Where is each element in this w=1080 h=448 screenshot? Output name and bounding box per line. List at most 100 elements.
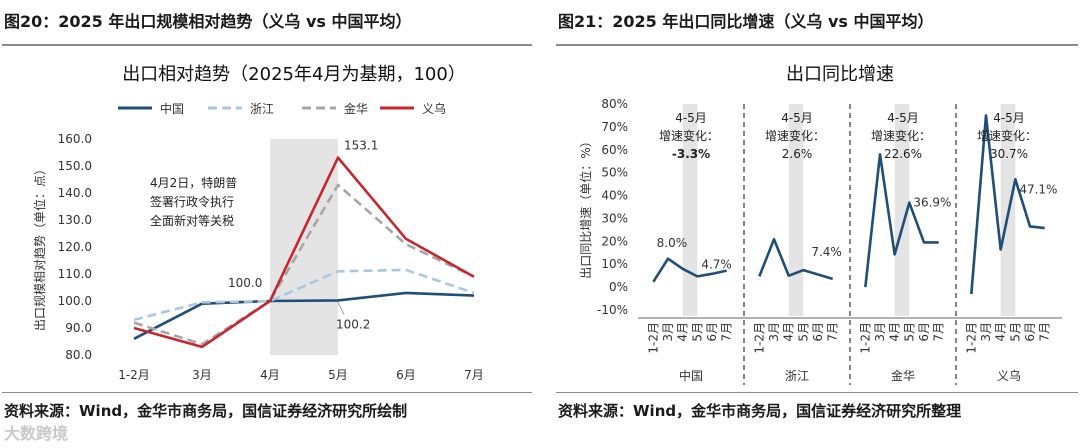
y-tick-label: 140.0 [58,186,92,200]
x-tick-label: 7月 [720,322,734,342]
x-tick-label: 4月 [782,322,796,342]
x-tick-label: 3月 [192,368,212,382]
y-tick-label: 0% [609,280,628,294]
x-tick-label: 5月 [796,322,810,342]
change-sub: 增速变化： [977,128,1037,143]
y-tick-label: 110.0 [58,267,92,281]
legend-label: 浙江 [250,102,274,116]
y-tick-label: 100.0 [58,294,92,308]
y-tick-label: 80% [601,97,628,111]
y-tick-label: 90.0 [65,321,92,335]
left-source-text: 资料来源：Wind，金华市商务局，国信证券经济研究所绘制 [4,402,408,420]
x-tick-label: 3月 [767,322,781,342]
annotation-line: 4月2日，特朗普 [150,175,237,190]
legend-label: 义乌 [422,101,446,116]
x-tick-label: 7月 [826,322,840,342]
highlight-band [270,139,338,355]
x-tick-label: 6月 [811,322,825,342]
highlight-band [894,104,910,316]
right-figure-title: 图21：2025 年出口同比增速（义乌 vs 中国平均） [558,12,934,31]
y-tick-label: 130.0 [58,213,92,227]
change-value: 2.6% [782,147,813,161]
x-tick-label: 3月 [979,322,993,342]
right-source-rule [556,392,1078,393]
x-tick-label: 1-2月 [118,368,150,382]
series-line-浙江 [758,237,834,281]
x-tick-label: 6月 [917,322,931,342]
data-label: 100.0 [228,276,262,290]
series-line-金华 [133,183,475,346]
y-tick-label: 80.0 [65,348,92,362]
change-sub: 增速变化： [871,128,931,143]
change-sub: 增速变化： [659,128,719,143]
series-line-金华 [864,153,939,288]
x-tick-label: 3月 [873,322,887,342]
y-tick-label: 10% [601,257,628,271]
x-tick-label: 6月 [705,322,719,342]
y-tick-label: 120.0 [58,240,92,254]
y-tick-label: 30% [601,211,628,225]
annotation-line: 全面新对等关税 [150,213,234,228]
panel-label: 金华 [891,368,915,383]
left-title-rule [2,44,532,46]
chart-title: 出口相对趋势（2025年4月为基期，100） [122,64,466,85]
y-tick-label: 50% [601,166,628,180]
data-label: 47.1% [1019,182,1057,196]
change-value: 22.6% [884,147,922,161]
x-tick-label: 4月 [994,322,1008,342]
x-tick-label: 5月 [1008,322,1022,342]
left-figure-title: 图20：2025 年出口规模相对趋势（义乌 vs 中国平均） [4,12,412,31]
right-source-text: 资料来源：Wind，金华市商务局，国信证券经济研究所整理 [558,402,962,420]
y-tick-label: 150.0 [58,159,92,173]
y-tick-label: 40% [601,189,628,203]
y-tick-label: 60% [601,143,628,157]
x-tick-label: 4月 [888,322,902,342]
x-tick-label: 1-2月 [964,322,978,354]
data-label: 4.7% [701,257,732,271]
x-tick-label: 6月 [1023,322,1037,342]
y-tick-label: 70% [601,120,628,134]
y-axis-title: 出口规模相对趋势（单位：点） [32,163,47,331]
x-tick-label: 4月 [676,322,690,342]
change-sub: 增速变化： [765,128,825,143]
data-label: 36.9% [913,196,951,210]
relative-trend-chart: 出口相对趋势（2025年4月为基期，100） 80.0 90.0 100.0 110.0… [32,64,484,382]
change-value: 30.7% [990,147,1028,161]
series-line-义乌 [133,156,475,349]
chart-title: 出口同比增速 [786,64,894,85]
series-line-中国 [133,291,475,340]
x-tick-label: 6月 [396,368,416,382]
x-tick-label: 7月 [1038,322,1052,342]
right-title-rule [556,44,1078,46]
legend-label: 中国 [160,101,184,116]
change-period: 4-5月 [993,111,1025,125]
legend-label: 金华 [344,101,368,116]
x-tick-label: 5月 [328,368,348,382]
panel-label: 中国 [679,368,703,383]
watermark: 大数跨境 [4,424,69,443]
x-tick-label: 1-2月 [858,322,872,354]
x-tick-label: 4月 [260,368,280,382]
highlight-band [682,104,698,316]
data-label: 7.4% [811,245,842,259]
data-label: 8.0% [657,236,688,250]
x-tick-label: 7月 [464,368,484,382]
x-tick-label: 3月 [661,322,675,342]
x-tick-label: 1-2月 [646,322,660,354]
data-label: 100.2 [336,317,370,331]
label-leader [337,302,345,315]
annotation-line: 签署行政令执行 [150,194,234,209]
series-line-义乌 [970,114,1045,295]
highlight-band [788,104,804,316]
x-tick-label: 1-2月 [752,322,766,354]
x-tick-label: 5月 [902,322,916,342]
series-line-浙江 [133,268,475,322]
change-period: 4-5月 [781,111,813,125]
series-line-中国 [652,257,727,283]
x-tick-label: 5月 [690,322,704,342]
y-tick-label: 20% [601,234,628,248]
change-period: 4-5月 [675,111,707,125]
y-tick-label: -10% [597,303,628,317]
y-tick-label: 160.0 [58,132,92,146]
yoy-growth-chart: 出口同比增速 -10% 0% 10% 20% 30% 40% 50% 60% 70% 80% 出口同比… [578,64,1062,385]
